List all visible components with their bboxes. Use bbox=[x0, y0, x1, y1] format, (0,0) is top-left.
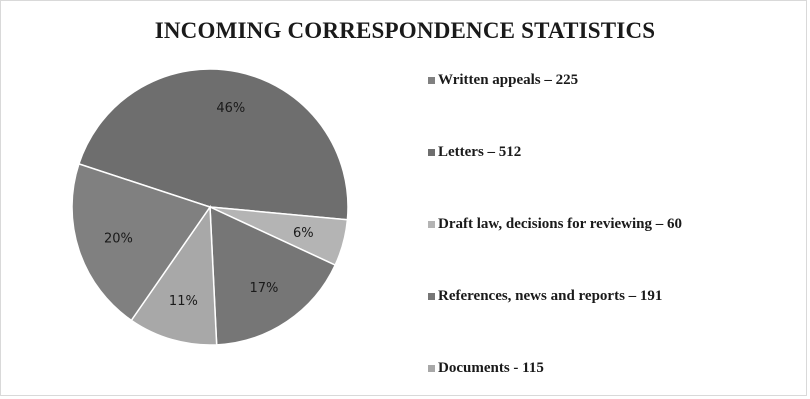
slice-percent-label: 17% bbox=[249, 281, 278, 296]
slice-percent-label: 46% bbox=[216, 101, 245, 116]
legend-item: Letters – 512 bbox=[428, 144, 521, 161]
legend-item: Documents - 115 bbox=[428, 360, 544, 377]
slice-percent-label: 11% bbox=[169, 294, 198, 309]
legend-swatch bbox=[428, 365, 435, 372]
slice-percent-label: 6% bbox=[293, 226, 314, 241]
pie-slice bbox=[71, 162, 212, 322]
legend-label: References, news and reports – 191 bbox=[438, 288, 663, 304]
pie-slice bbox=[209, 205, 337, 346]
legend-label: Written appeals – 225 bbox=[438, 72, 579, 88]
pie-slice bbox=[130, 204, 218, 346]
legend-label: Letters – 512 bbox=[438, 144, 522, 160]
legend-item: Written appeals – 225 bbox=[428, 72, 578, 89]
legend-swatch bbox=[428, 149, 435, 156]
chart-title: INCOMING CORRESPONDENCE STATISTICS bbox=[154, 18, 656, 43]
legend-label: Documents - 115 bbox=[438, 360, 544, 376]
slice-percent-label: 20% bbox=[104, 232, 133, 247]
legend-swatch bbox=[428, 293, 435, 300]
legend-item: References, news and reports – 191 bbox=[428, 288, 662, 305]
legend-swatch bbox=[428, 221, 435, 228]
legend-swatch bbox=[428, 77, 435, 84]
pie-slice bbox=[77, 68, 349, 221]
legend-label: Draft law, decisions for reviewing – 60 bbox=[438, 216, 683, 232]
legend-item: Draft law, decisions for reviewing – 60 bbox=[428, 216, 682, 233]
